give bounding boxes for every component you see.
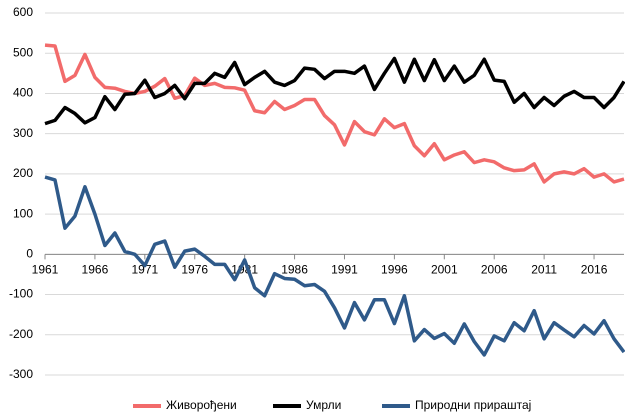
x-tick-label: 1966 [82,263,109,277]
y-tick-label: -300 [9,367,33,381]
y-tick-label: 600 [13,5,33,19]
series-line [44,43,625,184]
y-tick-label: 300 [13,126,33,140]
legend-label: Живорођени [166,398,237,412]
x-tick-label: 1976 [181,263,208,277]
y-tick-label: 100 [13,206,33,220]
legend-label: Природни прираштај [415,398,531,412]
series-line [44,56,625,126]
x-tick-label: 1991 [331,263,358,277]
x-tick-label: 2006 [481,263,508,277]
y-tick-label: 500 [13,45,33,59]
x-tick-label: 1996 [381,263,408,277]
x-tick-label: 1986 [281,263,308,277]
x-tick-label: 2001 [431,263,458,277]
series-line [44,175,625,357]
y-tick-label: -100 [9,287,33,301]
x-tick-label: 2016 [581,263,608,277]
y-tick-label: 200 [13,166,33,180]
x-tick-label: 1961 [32,263,59,277]
x-tick-label: 2011 [531,263,557,277]
legend-label: Умрли [306,398,341,412]
y-tick-label: -200 [9,327,33,341]
x-tick-label: 1971 [131,263,158,277]
y-tick-label: 400 [13,86,33,100]
y-tick-label: 0 [26,247,33,261]
